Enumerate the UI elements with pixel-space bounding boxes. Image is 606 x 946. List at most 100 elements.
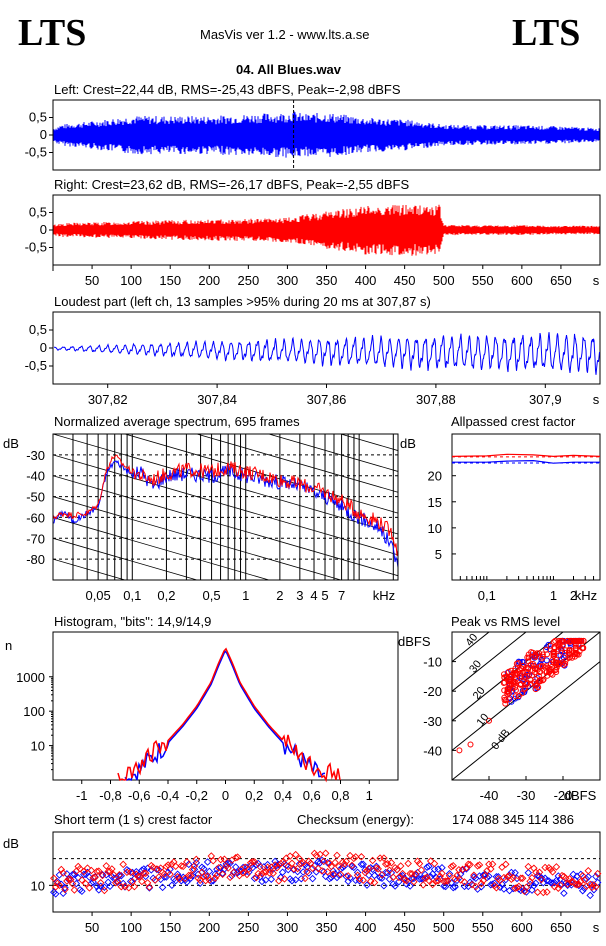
crest-point <box>318 867 326 875</box>
y-tick-label: 0,5 <box>29 322 47 337</box>
crest-point <box>213 871 221 880</box>
crest-point <box>98 871 107 879</box>
crest-point <box>580 884 589 893</box>
crest-point <box>502 875 510 884</box>
x-unit-label: s <box>593 920 600 935</box>
crest-point <box>186 871 195 880</box>
y-axis-label: dB <box>3 836 19 851</box>
y-tick-label: 15 <box>428 495 442 510</box>
crest-point <box>301 874 309 883</box>
crest-point <box>592 883 600 891</box>
crest-point <box>443 877 452 885</box>
crest-point <box>175 875 184 883</box>
crest-point <box>387 858 396 867</box>
scatter-point <box>552 666 559 673</box>
crest-point <box>411 870 420 878</box>
crest-point <box>472 882 480 891</box>
crest-point <box>359 860 367 868</box>
x-tick-label: 0,6 <box>303 788 321 803</box>
crest-point <box>145 883 154 891</box>
crest-point <box>436 872 444 881</box>
slope-reference-line <box>53 558 127 580</box>
crest-point <box>344 872 352 880</box>
x-tick-label: 250 <box>238 920 260 935</box>
crest-point <box>389 880 397 888</box>
x-tick-label: 0,1 <box>123 588 141 603</box>
scatter-point <box>512 693 519 700</box>
crest-point <box>278 868 287 876</box>
crest-point <box>91 873 99 882</box>
scatter-point <box>572 640 579 647</box>
crest-point <box>415 859 424 868</box>
plot-frame <box>451 433 601 581</box>
crest-point <box>357 860 366 869</box>
scatter-point <box>539 655 545 662</box>
x-tick-label: 400 <box>355 273 377 288</box>
crest-diagonal <box>452 660 600 780</box>
crest-point <box>147 866 156 874</box>
crest-point <box>460 882 469 891</box>
crest-point <box>250 858 259 866</box>
crest-point <box>451 875 459 883</box>
crest-point <box>51 890 60 898</box>
scatter-point <box>529 649 536 656</box>
crest-point <box>110 871 118 879</box>
crest-point <box>299 858 307 867</box>
y-tick-label: -0,5 <box>25 145 47 160</box>
crest-point <box>593 869 602 878</box>
crest-point <box>140 869 148 878</box>
crest-point <box>434 865 442 873</box>
crest-trace-left <box>452 459 600 464</box>
scatter-point <box>467 741 474 748</box>
crest-point <box>578 886 587 895</box>
crest-point <box>51 883 60 891</box>
crest-point <box>256 862 264 871</box>
crest-point <box>293 864 302 873</box>
crest-point <box>108 865 116 873</box>
crest-point <box>550 882 559 891</box>
crest-point <box>547 865 555 874</box>
crest-point <box>271 861 279 869</box>
crest-point <box>308 864 317 873</box>
crest-point <box>335 862 343 871</box>
waveform-trace <box>53 111 600 158</box>
crest-point <box>134 872 142 881</box>
crest-point <box>70 886 79 894</box>
crest-point <box>68 880 77 888</box>
x-tick-label: 0,2 <box>157 588 175 603</box>
crest-point <box>449 861 457 870</box>
crest-point <box>580 876 589 884</box>
crest-point <box>273 863 281 872</box>
waveform-trace <box>54 332 600 375</box>
crest-point <box>391 863 399 872</box>
crest-point <box>74 862 82 871</box>
crest-point <box>445 871 454 880</box>
y-tick-label: 0 <box>40 127 47 142</box>
crest-point <box>194 874 202 882</box>
crest-point <box>78 887 86 896</box>
scatter-point <box>536 663 543 670</box>
plot-frame <box>52 631 399 781</box>
crest-point <box>357 853 366 861</box>
x-tick-label: 200 <box>198 920 220 935</box>
y-tick-label: -40 <box>423 743 442 758</box>
crest-point <box>327 862 336 871</box>
x-unit-label: kHz <box>373 588 395 603</box>
scatter-point <box>556 639 563 646</box>
crest-point <box>460 878 469 886</box>
crest-point <box>421 870 429 879</box>
crest-point <box>380 854 388 862</box>
crest-point <box>441 882 450 891</box>
spectrum-title: Normalized average spectrum, 695 frames <box>54 414 300 429</box>
y-axis-label: dBFS <box>398 634 431 649</box>
crest-point <box>395 873 403 882</box>
y-tick-label: 5 <box>435 547 442 562</box>
y-tick-label: 10 <box>428 521 442 536</box>
crest-point <box>590 885 598 894</box>
crest-point <box>569 870 578 879</box>
y-tick-label: -0,5 <box>25 358 47 373</box>
y-tick-label: -10 <box>423 655 442 670</box>
crest-point <box>410 877 418 886</box>
crest-point <box>316 859 324 867</box>
